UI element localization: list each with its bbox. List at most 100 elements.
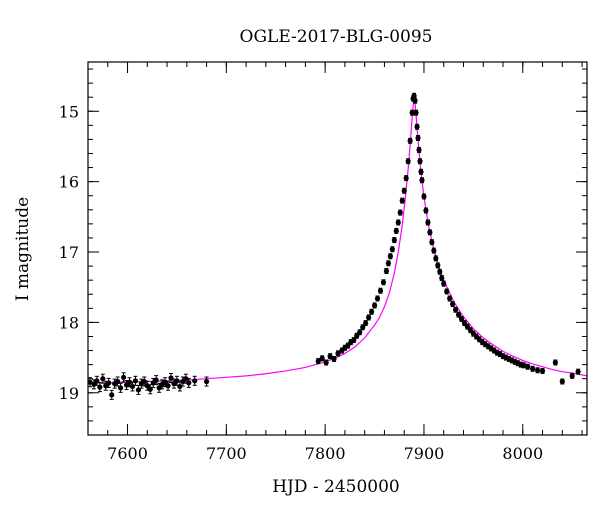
- data-point: [387, 253, 393, 260]
- data-point: [118, 382, 124, 393]
- data-point: [380, 279, 387, 286]
- point-marker: [409, 110, 415, 116]
- data-point: [425, 219, 431, 226]
- point-marker: [183, 376, 189, 382]
- point-marker: [374, 295, 381, 302]
- x-tick-label: 7700: [206, 444, 247, 463]
- data-point: [165, 380, 171, 391]
- data-point: [452, 306, 459, 313]
- data-point: [405, 158, 411, 165]
- point-marker: [435, 262, 441, 268]
- data-point: [433, 255, 439, 262]
- x-axis-label: HJD - 2450000: [272, 477, 400, 497]
- data-point: [569, 372, 575, 379]
- y-tick-label: 15: [59, 102, 79, 121]
- data-point: [413, 109, 419, 116]
- data-point: [147, 384, 153, 395]
- data-point: [395, 219, 401, 226]
- point-marker: [425, 219, 431, 226]
- axis-ticks: 7600 7700 7800 7900 8000 15 16 17 18 19: [59, 62, 587, 463]
- data-point: [497, 351, 503, 358]
- point-marker: [120, 374, 127, 380]
- point-marker: [147, 386, 153, 392]
- y-axis-label: I magnitude: [13, 197, 33, 301]
- point-marker: [357, 329, 363, 335]
- data-point: [135, 384, 141, 395]
- point-marker: [383, 268, 390, 274]
- data-point: [100, 373, 106, 384]
- point-marker: [135, 387, 141, 393]
- point-marker: [412, 98, 418, 104]
- x-tick-label: 7800: [305, 444, 346, 463]
- chart-title: OGLE-2017-BLG-0095: [240, 27, 433, 47]
- data-point: [439, 275, 445, 282]
- data-point: [94, 375, 100, 386]
- point-marker: [174, 378, 180, 384]
- point-marker: [385, 260, 391, 266]
- data-point: [403, 175, 409, 182]
- data-point: [109, 389, 115, 400]
- data-point: [391, 237, 397, 244]
- point-marker: [431, 248, 437, 254]
- data-point: [331, 355, 337, 362]
- point-marker: [126, 379, 133, 385]
- data-point: [530, 365, 536, 372]
- data-point: [418, 168, 424, 175]
- x-tick-label: 7900: [404, 444, 445, 463]
- data-point: [399, 197, 405, 204]
- data-point: [419, 177, 425, 184]
- data-point: [97, 382, 103, 393]
- data-point: [409, 109, 415, 116]
- data-point: [368, 308, 375, 315]
- point-marker: [153, 377, 159, 383]
- point-marker: [366, 314, 372, 321]
- point-marker: [393, 228, 399, 234]
- point-marker: [399, 198, 405, 204]
- point-marker: [539, 368, 546, 374]
- data-point: [437, 268, 443, 275]
- point-marker: [168, 375, 174, 381]
- model-curve-layer: [88, 97, 588, 384]
- point-marker: [569, 373, 575, 379]
- data-point: [559, 378, 565, 385]
- point-marker: [100, 376, 106, 382]
- point-marker: [115, 378, 121, 385]
- point-marker: [141, 378, 147, 385]
- point-marker: [433, 255, 439, 261]
- data-point: [389, 246, 395, 253]
- point-marker: [401, 188, 407, 194]
- data-point: [421, 193, 427, 200]
- point-marker: [530, 366, 536, 372]
- point-marker: [380, 279, 387, 285]
- data-point: [435, 262, 441, 269]
- data-point: [411, 92, 417, 99]
- point-marker: [444, 288, 450, 295]
- point-marker: [315, 358, 321, 364]
- data-point: [366, 314, 372, 321]
- point-marker: [414, 124, 420, 130]
- data-point: [323, 359, 329, 366]
- point-marker: [186, 380, 192, 386]
- data-point: [441, 280, 447, 287]
- data-point: [407, 137, 413, 144]
- data-point: [417, 158, 423, 165]
- data-point: [177, 381, 183, 392]
- point-marker: [327, 353, 333, 359]
- point-marker: [447, 295, 453, 302]
- point-marker: [389, 246, 395, 252]
- data-point: [192, 375, 198, 386]
- data-point: [412, 97, 418, 104]
- data-point: [357, 329, 363, 336]
- point-marker: [411, 93, 417, 99]
- point-marker: [391, 237, 397, 243]
- point-marker: [405, 158, 411, 164]
- data-point: [106, 377, 112, 388]
- data-point: [427, 229, 433, 236]
- point-marker: [331, 356, 337, 362]
- point-marker: [534, 367, 541, 373]
- point-marker: [413, 110, 419, 116]
- point-marker: [132, 378, 139, 384]
- point-marker: [363, 320, 369, 326]
- point-marker: [203, 378, 210, 385]
